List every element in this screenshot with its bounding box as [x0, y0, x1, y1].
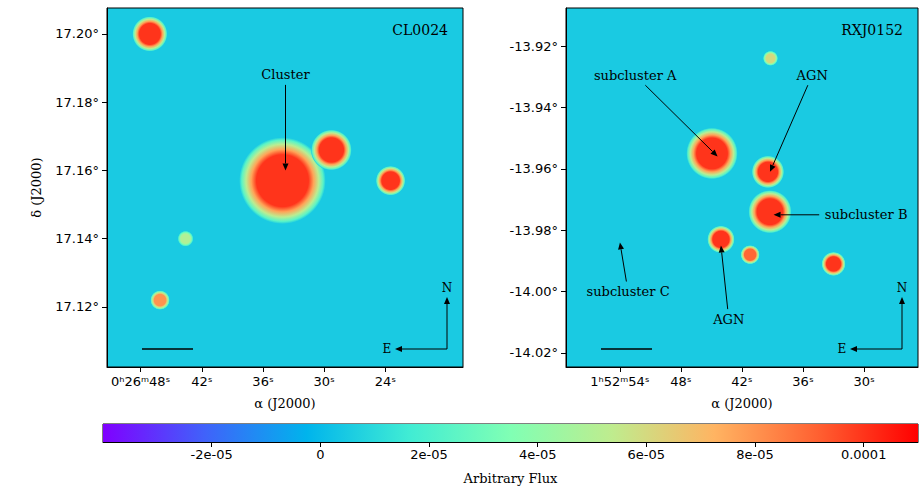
svg-text:17.18°: 17.18° — [55, 95, 99, 110]
svg-text:AGN: AGN — [796, 68, 828, 83]
svg-text:Cluster: Cluster — [261, 67, 310, 82]
svg-text:Arbitrary Flux: Arbitrary Flux — [463, 471, 559, 486]
svg-text:AGN: AGN — [712, 312, 744, 327]
svg-text:δ (J2000): δ (J2000) — [29, 157, 44, 217]
svg-text:-13.94°: -13.94° — [510, 100, 558, 115]
svg-text:0: 0 — [316, 447, 324, 462]
svg-text:24ˢ: 24ˢ — [375, 374, 397, 389]
svg-text:17.20°: 17.20° — [55, 26, 99, 41]
svg-text:48ˢ: 48ˢ — [670, 374, 692, 389]
svg-text:RXJ0152: RXJ0152 — [841, 22, 903, 38]
svg-text:-13.98°: -13.98° — [510, 223, 558, 238]
svg-text:subcluster B: subcluster B — [825, 207, 908, 222]
svg-text:36ˢ: 36ˢ — [252, 374, 274, 389]
svg-text:17.12°: 17.12° — [55, 299, 99, 314]
svg-text:0ʰ26ᵐ48ˢ: 0ʰ26ᵐ48ˢ — [111, 374, 171, 389]
svg-text:CL0024: CL0024 — [392, 22, 448, 38]
svg-text:42ˢ: 42ˢ — [191, 374, 213, 389]
svg-text:E: E — [383, 342, 392, 356]
svg-text:α (J2000): α (J2000) — [254, 396, 315, 411]
svg-text:-13.96°: -13.96° — [510, 161, 558, 176]
svg-text:17.14°: 17.14° — [55, 231, 99, 246]
svg-text:42ˢ: 42ˢ — [731, 374, 753, 389]
svg-text:30ˢ: 30ˢ — [314, 374, 336, 389]
svg-text:8e-05: 8e-05 — [736, 447, 774, 462]
svg-text:4e-05: 4e-05 — [519, 447, 557, 462]
svg-text:α (J2000): α (J2000) — [711, 396, 772, 411]
svg-text:-2e-05: -2e-05 — [191, 447, 233, 462]
svg-text:N: N — [897, 281, 908, 295]
svg-text:E: E — [838, 342, 847, 356]
svg-text:-14.00°: -14.00° — [510, 284, 558, 299]
svg-text:N: N — [442, 281, 453, 295]
svg-text:subcluster C: subcluster C — [587, 284, 670, 299]
svg-text:-14.02°: -14.02° — [510, 345, 558, 360]
svg-text:-13.92°: -13.92° — [510, 39, 558, 54]
svg-text:36ˢ: 36ˢ — [792, 374, 814, 389]
svg-text:0.0001: 0.0001 — [841, 447, 887, 462]
svg-text:30ˢ: 30ˢ — [853, 374, 875, 389]
svg-text:subcluster A: subcluster A — [594, 68, 677, 83]
svg-text:17.16°: 17.16° — [55, 163, 99, 178]
svg-text:2e-05: 2e-05 — [410, 447, 448, 462]
svg-text:6e-05: 6e-05 — [628, 447, 666, 462]
svg-text:1ʰ52ᵐ54ˢ: 1ʰ52ᵐ54ˢ — [590, 374, 650, 389]
